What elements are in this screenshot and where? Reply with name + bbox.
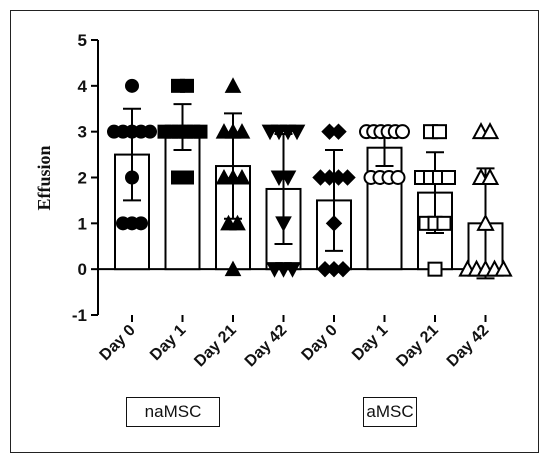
data-point [441, 170, 456, 185]
data-point [180, 78, 194, 93]
x-tick-label: Day 1 [147, 322, 189, 364]
error-bars-layer [123, 103, 495, 280]
data-point [143, 124, 157, 139]
x-tick-label: Day 0 [97, 322, 139, 364]
data-point [432, 124, 447, 140]
data-point [193, 124, 208, 139]
y-tick-label: 0 [78, 260, 87, 279]
data-point [284, 262, 301, 278]
data-point [288, 124, 306, 141]
group-label-namsc: naMSC [126, 397, 220, 427]
data-point [224, 260, 242, 277]
data-point [330, 123, 347, 140]
data-point [180, 170, 194, 185]
y-tick-label: -1 [72, 306, 87, 325]
x-tick-label: Day 42 [444, 322, 493, 371]
y-tick-label: 3 [78, 123, 87, 142]
y-tick-label: 4 [78, 77, 88, 96]
labels-layer: Day 0 Day 1 Day 21 Day 42 Day 0 Day 1 Day 21 Da… [97, 322, 493, 371]
data-point [134, 216, 148, 231]
data-point [476, 213, 495, 231]
data-point [395, 124, 410, 140]
data-point [427, 261, 443, 277]
data-points-layer [107, 77, 513, 278]
y-tick-label: 5 [78, 31, 87, 50]
group-label-amsc: aMSC [363, 397, 417, 427]
x-tick-label: Day 21 [191, 322, 240, 371]
x-tick-label: Day 0 [299, 322, 341, 364]
data-point [390, 170, 406, 185]
data-point [229, 214, 246, 231]
x-tick-label: Day 42 [242, 322, 291, 371]
data-point [480, 122, 500, 140]
data-point [125, 78, 139, 93]
x-tick-label: Day 21 [393, 322, 442, 371]
x-tick-label: Day 1 [349, 322, 391, 364]
y-tick-label: 2 [78, 169, 87, 188]
data-point [224, 77, 242, 93]
data-point [480, 167, 500, 185]
data-point [334, 260, 352, 278]
data-point [494, 259, 513, 277]
data-point [125, 170, 139, 185]
y-tick-label: 1 [78, 214, 87, 233]
data-point [339, 169, 356, 186]
data-point [233, 168, 251, 185]
data-point [275, 216, 292, 232]
bars-layer [114, 126, 504, 271]
data-point [279, 170, 297, 187]
data-point [436, 215, 452, 231]
data-point [233, 123, 251, 139]
data-point [325, 215, 343, 232]
y-axis-label: Effusion [34, 145, 54, 210]
